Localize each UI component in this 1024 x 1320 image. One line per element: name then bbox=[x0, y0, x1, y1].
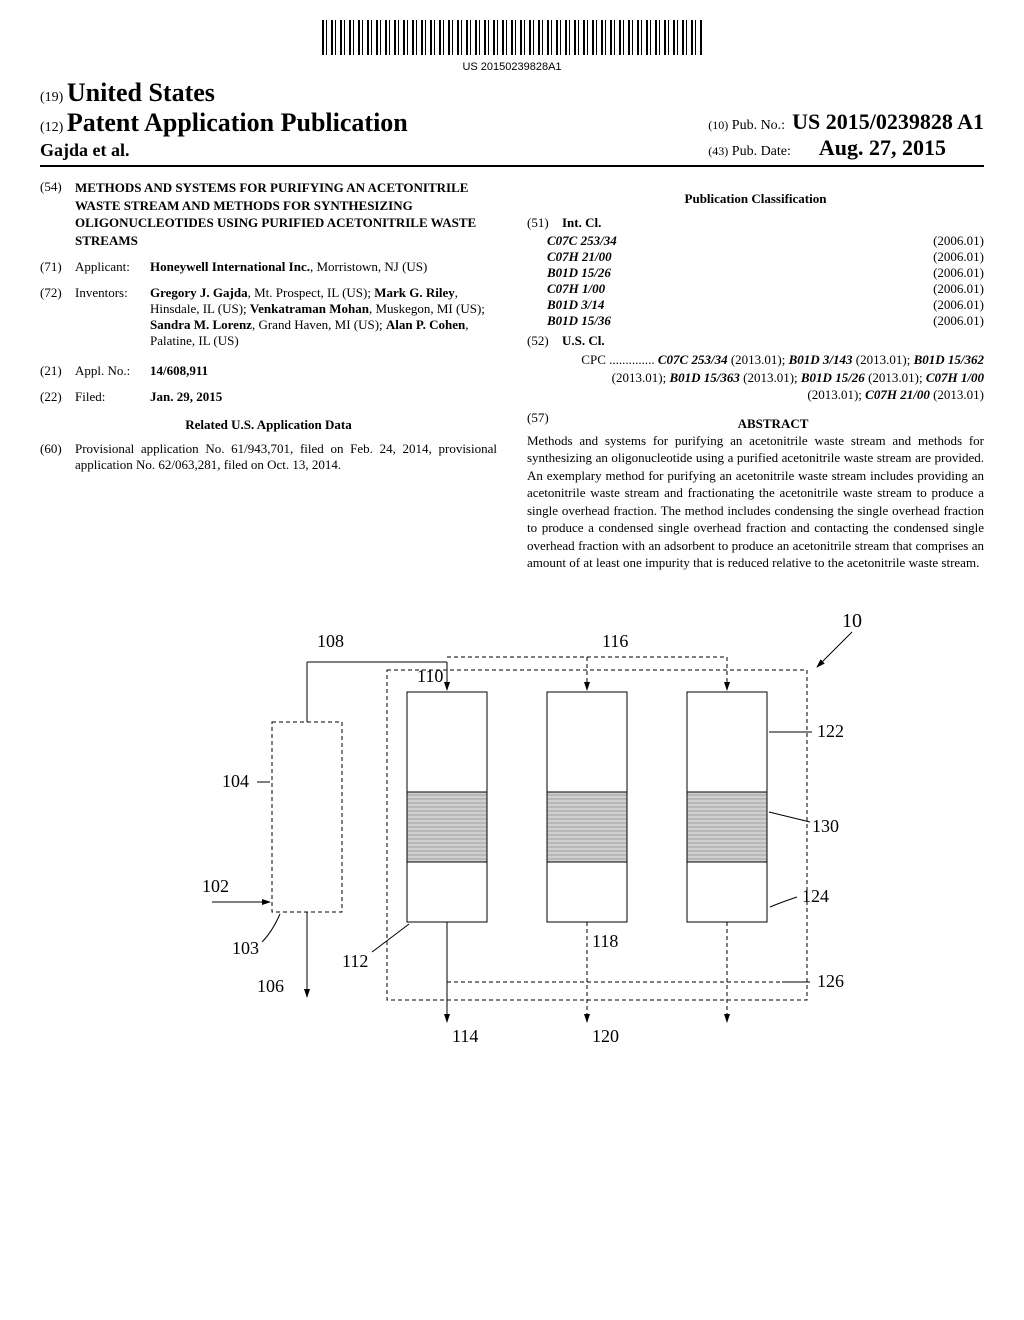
intcl-row: C07H 1/00(2006.01) bbox=[527, 281, 984, 297]
intcl-row: B01D 3/14(2006.01) bbox=[527, 297, 984, 313]
abstract-heading: ABSTRACT bbox=[562, 416, 984, 432]
filed-code: (22) bbox=[40, 389, 75, 405]
barcode-region: US 20150239828A1 bbox=[40, 20, 984, 73]
cpc-text: C07C 253/34 (2013.01); B01D 3/143 (2013.… bbox=[612, 352, 984, 402]
label-120: 120 bbox=[592, 1026, 619, 1046]
left-column: (54) METHODS AND SYSTEMS FOR PURIFYING A… bbox=[40, 179, 497, 572]
classification-heading: Publication Classification bbox=[527, 191, 984, 207]
pubtype: Patent Application Publication bbox=[67, 108, 408, 137]
label-110: 110 bbox=[417, 666, 443, 686]
pubtype-code: (12) bbox=[40, 120, 63, 135]
country: United States bbox=[67, 78, 215, 107]
barcode-text: US 20150239828A1 bbox=[40, 61, 984, 73]
pubtype-line: (12) Patent Application Publication bbox=[40, 108, 408, 138]
label-118: 118 bbox=[592, 931, 618, 951]
label-122: 122 bbox=[817, 721, 844, 741]
pubno: US 2015/0239828 A1 bbox=[792, 109, 984, 134]
inventors-code: (72) bbox=[40, 285, 75, 349]
label-102: 102 bbox=[202, 876, 229, 896]
intcl-row: C07H 21/00(2006.01) bbox=[527, 249, 984, 265]
related-field: (60) Provisional application No. 61/943,… bbox=[40, 441, 497, 473]
applicant-loc: Morristown, NJ (US) bbox=[316, 259, 427, 274]
label-114: 114 bbox=[452, 1026, 478, 1046]
pubdate-code: (43) bbox=[708, 144, 728, 158]
pubdate-line: (43) Pub. Date: Aug. 27, 2015 bbox=[708, 135, 984, 161]
related-heading: Related U.S. Application Data bbox=[40, 417, 497, 433]
right-column: Publication Classification (51) Int. Cl.… bbox=[527, 179, 984, 572]
inventors-body: Gregory J. Gajda, Mt. Prospect, IL (US);… bbox=[150, 285, 497, 349]
uscl-field: (52) U.S. Cl. bbox=[527, 333, 984, 349]
label-126: 126 bbox=[817, 971, 844, 991]
header-right: (10) Pub. No.: US 2015/0239828 A1 (43) P… bbox=[708, 109, 984, 161]
applicant-body: Honeywell International Inc., Morristown… bbox=[150, 259, 497, 275]
intcl-row: C07C 253/34(2006.01) bbox=[527, 233, 984, 249]
abstract-text: Methods and systems for purifying an ace… bbox=[527, 432, 984, 572]
inventors-label: Inventors: bbox=[75, 285, 150, 349]
barcode-graphic bbox=[322, 20, 702, 55]
label-100: 100 bbox=[842, 610, 862, 632]
intcl-code: (51) bbox=[527, 215, 562, 231]
cpc-block: CPC .............. C07C 253/34 (2013.01)… bbox=[527, 351, 984, 404]
cpc-label: CPC .............. bbox=[581, 352, 654, 367]
uscl-code: (52) bbox=[527, 333, 562, 349]
abstract-code: (57) bbox=[527, 410, 562, 432]
applicant-code: (71) bbox=[40, 259, 75, 275]
country-line: (19) United States bbox=[40, 78, 408, 108]
label-103: 103 bbox=[232, 938, 259, 958]
label-108: 108 bbox=[317, 631, 344, 651]
diagram-area: 100 102 103 104 106 108 110 112 114 116 bbox=[40, 602, 984, 1062]
filed-field: (22) Filed: Jan. 29, 2015 bbox=[40, 389, 497, 405]
pubdate: Aug. 27, 2015 bbox=[819, 135, 946, 160]
body-columns: (54) METHODS AND SYSTEMS FOR PURIFYING A… bbox=[40, 179, 984, 572]
pubno-code: (10) bbox=[708, 118, 728, 132]
label-104: 104 bbox=[222, 771, 249, 791]
label-116: 116 bbox=[602, 631, 628, 651]
applno-value: 14/608,911 bbox=[150, 363, 208, 378]
related-code: (60) bbox=[40, 441, 75, 473]
intcl-row: B01D 15/36(2006.01) bbox=[527, 313, 984, 329]
intcl-list: C07C 253/34(2006.01)C07H 21/00(2006.01)B… bbox=[527, 233, 984, 329]
applicant-label: Applicant: bbox=[75, 259, 150, 275]
filed-value: Jan. 29, 2015 bbox=[150, 389, 222, 404]
applno-code: (21) bbox=[40, 363, 75, 379]
applno-field: (21) Appl. No.: 14/608,911 bbox=[40, 363, 497, 379]
related-text: Provisional application No. 61/943,701, … bbox=[75, 441, 497, 473]
title-field: (54) METHODS AND SYSTEMS FOR PURIFYING A… bbox=[40, 179, 497, 249]
label-124: 124 bbox=[802, 886, 829, 906]
header-left: (19) United States (12) Patent Applicati… bbox=[40, 78, 408, 161]
title-text: METHODS AND SYSTEMS FOR PURIFYING AN ACE… bbox=[75, 179, 497, 249]
intcl-label: Int. Cl. bbox=[562, 215, 601, 230]
pubno-line: (10) Pub. No.: US 2015/0239828 A1 bbox=[708, 109, 984, 135]
abstract-head-row: (57) ABSTRACT bbox=[527, 410, 984, 432]
flow-diagram: 100 102 103 104 106 108 110 112 114 116 bbox=[162, 602, 862, 1062]
filed-label: Filed: bbox=[75, 389, 150, 405]
uscl-label: U.S. Cl. bbox=[562, 333, 605, 348]
header-row: (19) United States (12) Patent Applicati… bbox=[40, 78, 984, 167]
title-code: (54) bbox=[40, 179, 75, 249]
authors-line: Gajda et al. bbox=[40, 140, 408, 161]
applicant-name: Honeywell International Inc. bbox=[150, 259, 310, 274]
pubno-label: Pub. No.: bbox=[732, 118, 785, 133]
applicant-field: (71) Applicant: Honeywell International … bbox=[40, 259, 497, 275]
intcl-field: (51) Int. Cl. bbox=[527, 215, 984, 231]
pubdate-label: Pub. Date: bbox=[732, 144, 791, 159]
applno-label: Appl. No.: bbox=[75, 363, 150, 379]
country-code: (19) bbox=[40, 90, 63, 105]
label-130: 130 bbox=[812, 816, 839, 836]
label-106: 106 bbox=[257, 976, 284, 996]
intcl-row: B01D 15/26(2006.01) bbox=[527, 265, 984, 281]
inventors-field: (72) Inventors: Gregory J. Gajda, Mt. Pr… bbox=[40, 285, 497, 349]
label-112: 112 bbox=[342, 951, 368, 971]
